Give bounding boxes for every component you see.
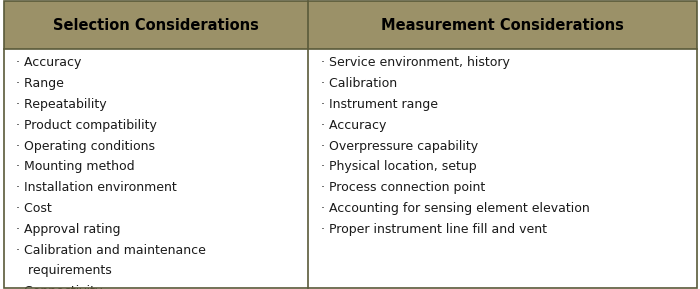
Text: · Overpressure capability: · Overpressure capability: [321, 140, 477, 153]
Bar: [4, 1, 308, 49]
Text: requirements: requirements: [16, 264, 112, 277]
Text: · Proper instrument line fill and vent: · Proper instrument line fill and vent: [321, 223, 547, 236]
Text: Measurement Considerations: Measurement Considerations: [381, 18, 624, 33]
Text: · Repeatability: · Repeatability: [16, 98, 106, 111]
Text: · Calibration: · Calibration: [321, 77, 397, 90]
Text: · Physical location, setup: · Physical location, setup: [321, 160, 476, 173]
Text: · Mounting method: · Mounting method: [16, 160, 134, 173]
Text: · Process connection point: · Process connection point: [321, 181, 485, 194]
Text: · Installation environment: · Installation environment: [16, 181, 177, 194]
Text: · Calibration and maintenance: · Calibration and maintenance: [16, 244, 206, 257]
Text: · Operating conditions: · Operating conditions: [16, 140, 155, 153]
Text: · Product compatibility: · Product compatibility: [16, 119, 157, 132]
Text: · Cost: · Cost: [16, 202, 52, 215]
Text: · Approval rating: · Approval rating: [16, 223, 120, 236]
Text: · Accuracy: · Accuracy: [16, 56, 81, 69]
Text: · Instrument range: · Instrument range: [321, 98, 438, 111]
Text: · Service environment, history: · Service environment, history: [321, 56, 510, 69]
Text: · Range: · Range: [16, 77, 64, 90]
Bar: [308, 1, 696, 49]
Text: · Accuracy: · Accuracy: [321, 119, 386, 132]
Text: Selection Considerations: Selection Considerations: [52, 18, 259, 33]
Text: · Connectivity: · Connectivity: [16, 285, 102, 289]
Bar: [4, 49, 696, 288]
Text: · Accounting for sensing element elevation: · Accounting for sensing element elevati…: [321, 202, 589, 215]
